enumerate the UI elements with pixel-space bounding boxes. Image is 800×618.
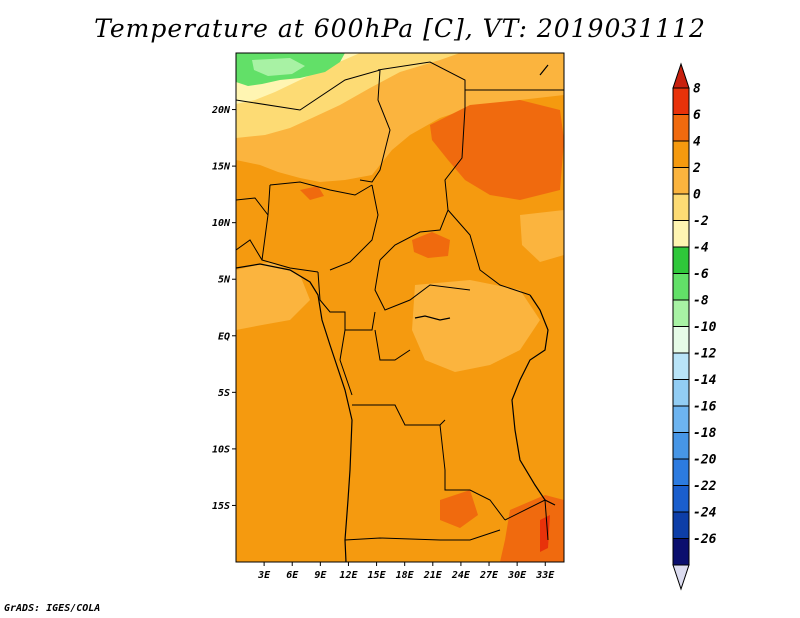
boundary-libya-egypt bbox=[464, 89, 564, 108]
lon-tick-label: 33E bbox=[535, 570, 555, 581]
colorbar-swatch bbox=[672, 352, 690, 380]
colorbar: 8 6 4 2 0 -2 -4 -6 -8 -10 -12 -14 -16 -18 -20 -22 -24 -26 bbox=[672, 62, 717, 591]
colorbar-label: -26 bbox=[693, 532, 717, 547]
lat-tick-label: 10S bbox=[212, 444, 230, 455]
boundary-car-south bbox=[374, 259, 471, 311]
colorbar-label: -12 bbox=[693, 347, 717, 362]
river-congo bbox=[414, 315, 451, 321]
boundary-niger-nigeria bbox=[269, 181, 373, 196]
colorbar-swatch bbox=[672, 246, 690, 274]
west-band-0-2C bbox=[236, 262, 310, 330]
boundary-sudan-south bbox=[447, 209, 531, 296]
lat-tick-label: EQ bbox=[218, 331, 230, 342]
lon-tick-label: 9E bbox=[314, 570, 327, 581]
colorbar-label: -24 bbox=[693, 506, 717, 521]
lat-tick-label: 15S bbox=[212, 501, 230, 512]
colorbar-label: -10 bbox=[693, 320, 717, 335]
colorbar-label: 8 bbox=[693, 82, 701, 97]
boundary-chad bbox=[379, 107, 466, 261]
coastline-ne bbox=[539, 64, 549, 76]
lon-tick-label: 18E bbox=[396, 570, 415, 581]
warm-region-4-6C-zambia bbox=[440, 490, 478, 528]
colorbar-label: -14 bbox=[693, 373, 717, 388]
warm-core-6-8C bbox=[540, 515, 550, 552]
colorbar-label: -8 bbox=[693, 294, 709, 309]
colorbar-swatch bbox=[672, 220, 690, 248]
map-frame bbox=[235, 52, 565, 563]
boundary-angola-north bbox=[352, 404, 446, 426]
boundary-benin bbox=[236, 197, 269, 216]
lon-tick-label: 30E bbox=[507, 570, 527, 581]
colorbar-label: 4 bbox=[693, 135, 701, 150]
colorbar-swatch bbox=[672, 299, 690, 327]
boundaries bbox=[236, 61, 564, 541]
grads-credit: GrADS: IGES/COLA bbox=[4, 603, 101, 614]
east-band-0-2C bbox=[520, 210, 564, 262]
colorbar-top-arrow bbox=[672, 62, 690, 89]
colorbar-swatch bbox=[672, 485, 690, 513]
colorbar-label: 0 bbox=[693, 188, 701, 203]
colorbar-swatch bbox=[672, 193, 690, 221]
lon-tick-label: 6E bbox=[286, 570, 299, 581]
axis-ticks: 3E 6E 9E 12E 15E 18E 21E 24E 27E 30E 33E 20N 15N 10N 5… bbox=[211, 105, 555, 581]
plot-title: Temperature at 600hPa [C], VT: 201903111… bbox=[94, 14, 706, 43]
boundary-congo-drc bbox=[374, 329, 411, 361]
colorbar-swatch bbox=[672, 511, 690, 539]
warm-region-4-6C-car bbox=[412, 232, 450, 258]
temperature-field bbox=[236, 53, 564, 562]
coastlines bbox=[236, 64, 556, 562]
colorbar-swatch bbox=[672, 458, 690, 486]
coastline-atlantic bbox=[236, 263, 353, 562]
boundary-gabon-congo bbox=[317, 271, 376, 331]
colorbar-swatch bbox=[672, 326, 690, 354]
boundary-angola-zambia bbox=[439, 424, 506, 521]
lat-tick-label: 5S bbox=[218, 388, 230, 399]
colorbar-bottom-arrow bbox=[672, 564, 690, 591]
lon-tick-label: 15E bbox=[368, 570, 387, 581]
colorbar-swatch bbox=[672, 87, 690, 115]
colorbar-label: 2 bbox=[692, 161, 701, 176]
colorbar-swatch bbox=[672, 405, 690, 433]
colorbar-swatch bbox=[672, 140, 690, 168]
lat-tick-label: 15N bbox=[212, 162, 231, 173]
colorbar-label: -4 bbox=[693, 241, 709, 256]
lon-tick-label: 27E bbox=[479, 570, 499, 581]
lat-tick-label: 20N bbox=[211, 105, 231, 116]
lat-tick-label: 10N bbox=[212, 218, 231, 229]
lon-tick-label: 3E bbox=[257, 570, 271, 581]
boundary-west-coast bbox=[236, 239, 263, 261]
colorbar-swatch bbox=[672, 538, 690, 566]
colorbar-label: -18 bbox=[693, 426, 717, 441]
colorbar-label: -16 bbox=[693, 400, 717, 415]
boundary-mali-niger bbox=[236, 69, 391, 183]
colorbar-swatch bbox=[672, 114, 690, 142]
colorbar-label: -6 bbox=[693, 267, 709, 282]
colorbar-swatch bbox=[672, 273, 690, 301]
central-band-0-2C bbox=[412, 280, 540, 372]
colorbar-label: 6 bbox=[693, 108, 701, 123]
colorbar-label: -20 bbox=[693, 453, 717, 468]
lon-tick-label: 24E bbox=[451, 570, 471, 581]
coastline-lakes-east bbox=[511, 294, 556, 506]
lon-tick-label: 21E bbox=[423, 570, 443, 581]
boundary-nigeria-cameroon bbox=[329, 184, 379, 271]
lat-tick-label: 5N bbox=[218, 275, 231, 286]
warm-spot-4-6C bbox=[300, 186, 324, 200]
boundary-namibia-angola bbox=[344, 529, 501, 541]
boundary-gabon-south bbox=[339, 329, 353, 396]
colorbar-label: -2 bbox=[693, 214, 709, 229]
colorbar-label: -22 bbox=[693, 479, 717, 494]
colorbar-swatch bbox=[672, 432, 690, 460]
cold-core-minus10-minus8C bbox=[252, 58, 305, 76]
colorbar-swatch bbox=[672, 379, 690, 407]
lon-tick-label: 12E bbox=[339, 570, 358, 581]
colorbar-swatch bbox=[672, 167, 690, 195]
